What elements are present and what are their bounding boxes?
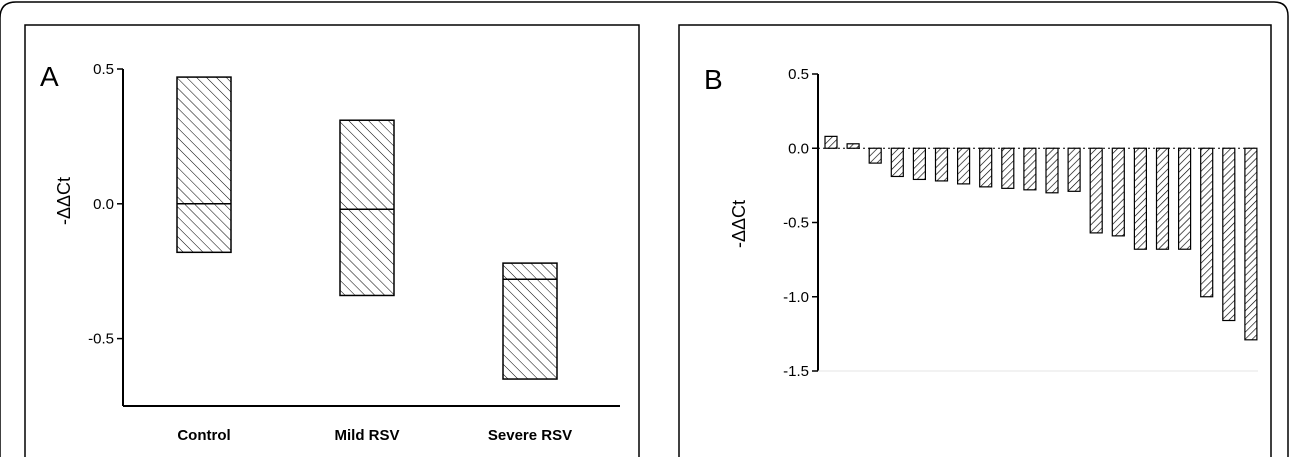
panel-b-bar (912, 147, 927, 181)
panel-a-category-labels: Control Mild RSV Severe RSV (177, 427, 572, 444)
panel-b-bar (1111, 147, 1125, 237)
panel-b-bar (1023, 147, 1037, 191)
panel-b-bar (1045, 147, 1059, 194)
panel-b-y-tick-label: 0.0 (788, 140, 809, 157)
panel-b-bar (868, 147, 882, 164)
panel-a-boxes (176, 76, 558, 380)
panel-a-category-label: Control (177, 427, 230, 444)
panel-b-y-ticks: 0.5 0.0 -0.5 -1.0 -1.5 (783, 66, 818, 380)
panel-a-category-label: Severe RSV (488, 427, 572, 444)
panel-a-letter: A (40, 61, 59, 92)
panel-b-bar (934, 147, 949, 182)
panel-a-y-axis-label: -ΔΔCt (54, 177, 74, 225)
panel-b-bar (890, 147, 904, 178)
panel-b-bar (824, 135, 838, 149)
panel-b-bar (1200, 147, 1214, 298)
panel-b-bar (1244, 147, 1258, 341)
panel-b-y-axis-label: -ΔΔCt (729, 200, 749, 248)
panel-b-bar (1155, 147, 1170, 250)
panel-b-bar (1001, 147, 1015, 189)
panel-a-frame (24, 24, 640, 457)
panel-b-bars (824, 135, 1258, 341)
panel-b-y-tick-label: -1.0 (783, 289, 809, 306)
panel-b-bar (1177, 147, 1192, 250)
panel-b-y-tick-label: -0.5 (783, 215, 809, 232)
panel-a-y-tick-label: 0.5 (93, 61, 114, 78)
panel-b-bar (1133, 147, 1148, 250)
panel-a-y-tick-label: -0.5 (88, 331, 114, 348)
panel-b-frame (678, 24, 1272, 457)
panel-b-axes (817, 74, 1258, 372)
panel-a: A -ΔΔCt 0.5 0.0 -0.5 Control Mild RSV Severe… (24, 24, 640, 457)
panel-a-y-tick-label: 0.0 (93, 196, 114, 213)
panel-a-y-ticks: 0.5 0.0 -0.5 (88, 61, 123, 348)
panel-a-box (339, 119, 395, 297)
panel-b-bar (1222, 147, 1236, 322)
panel-a-axes (122, 69, 620, 407)
panel-a-category-label: Mild RSV (334, 427, 399, 444)
panel-b-bar (846, 143, 860, 149)
panel-b-bar (956, 147, 971, 185)
panel-a-box (176, 76, 232, 254)
panel-b-bar (1067, 147, 1081, 192)
panel-b-y-tick-label: 0.5 (788, 66, 809, 83)
panel-b-y-tick-label: -1.5 (783, 363, 809, 380)
panel-b: B -ΔΔCt 0.5 0.0 -0.5 -1.0 -1.5 (678, 24, 1272, 457)
panel-b-bar (1089, 147, 1103, 234)
panel-b-letter: B (704, 64, 723, 95)
panel-b-bar (979, 147, 993, 188)
panel-a-box (502, 262, 558, 380)
